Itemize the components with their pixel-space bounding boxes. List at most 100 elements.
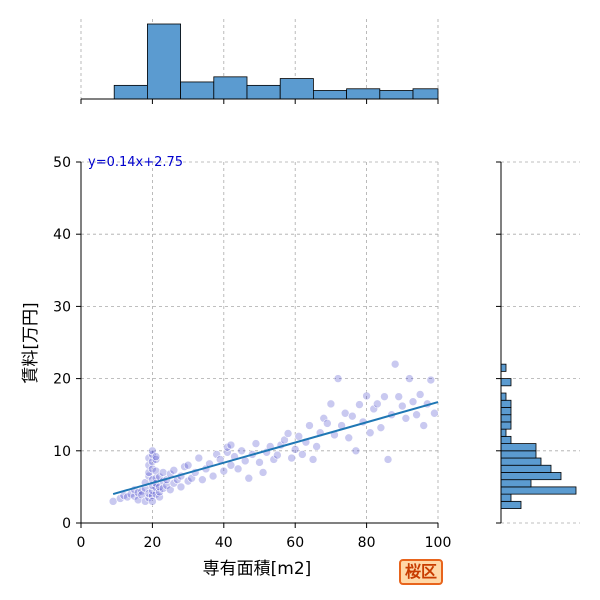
y-tick-label: 50	[53, 155, 71, 171]
marginal-y-histogram	[500, 363, 577, 509]
y-hist-bar	[500, 443, 537, 452]
scatter-point	[269, 455, 279, 464]
x-hist-bar	[279, 78, 314, 100]
scatter-point	[351, 446, 361, 456]
scatter-point	[419, 421, 429, 430]
x-tick-label: 80	[358, 535, 376, 551]
regression-line	[112, 401, 439, 496]
scatter-point	[287, 453, 296, 463]
y-hist-bar	[500, 435, 512, 444]
x-hist-bar	[147, 23, 182, 100]
x-hist-bar	[246, 84, 281, 100]
x-hist-bar	[313, 90, 348, 100]
scatter-point	[155, 492, 164, 502]
scatter-point	[233, 464, 243, 474]
x-hist-bar	[412, 88, 439, 100]
scatter-point	[198, 475, 207, 484]
y-hist-bar	[500, 414, 512, 423]
y-hist-bar	[500, 479, 532, 488]
y-hist-bar	[500, 500, 522, 509]
scatter-point	[401, 414, 411, 423]
scatter-point	[258, 468, 268, 477]
regression-line-segment	[112, 401, 439, 496]
x-hist-bar	[213, 76, 248, 100]
ward-badge: 桜区	[399, 559, 444, 585]
scatter-point	[373, 399, 382, 409]
scatter-point	[176, 482, 186, 492]
scatter-point	[298, 450, 307, 459]
y-tick-label: 10	[53, 444, 71, 460]
scatter-point	[144, 471, 154, 481]
tick-labels: 0 20 40 60 80 100 0 10 20 30 40 50	[53, 155, 451, 551]
scatter-point	[208, 471, 218, 481]
scatter-point	[294, 432, 304, 441]
scatter-point	[237, 446, 246, 456]
scatter-point	[123, 492, 132, 502]
scatter-point	[280, 435, 289, 445]
x-tick-label: 60	[286, 535, 304, 551]
regression-equation: y=0.14x+2.75	[88, 155, 183, 170]
scatter-point	[244, 473, 254, 483]
scatter-point	[383, 455, 393, 464]
scatter-point	[348, 411, 357, 421]
scatter-point	[380, 392, 389, 401]
y-hist-bar	[500, 392, 507, 401]
scatter-point	[151, 452, 161, 461]
x-axis-label: 専有面積[m2]	[203, 559, 312, 579]
scatter-point	[308, 455, 318, 464]
y-hist-bar	[500, 407, 512, 416]
y-hist-bar	[500, 428, 507, 437]
scatter-point	[108, 497, 118, 506]
marginal-x-histogram	[113, 23, 439, 100]
axes	[76, 98, 502, 528]
scatter-point	[326, 399, 336, 409]
x-tick-label: 100	[425, 535, 452, 551]
scatter-point	[183, 476, 193, 486]
scatter-point	[283, 429, 293, 438]
scatter-point	[344, 433, 354, 443]
scatter-point	[365, 428, 375, 438]
scatter-point	[251, 439, 261, 448]
scatter-point	[155, 487, 164, 497]
scatter-points	[108, 359, 439, 506]
scatter-point	[390, 359, 400, 369]
scatter-point	[219, 466, 229, 476]
scatter-point	[355, 400, 364, 409]
scatter-point	[144, 468, 154, 477]
scatter-point	[133, 495, 143, 505]
y-hist-bar	[500, 493, 512, 502]
scatter-point	[137, 486, 146, 496]
scatter-point	[151, 455, 161, 464]
y-hist-bar	[500, 486, 577, 495]
scatter-point	[426, 375, 436, 385]
x-hist-bar	[346, 88, 381, 100]
scatter-point	[169, 478, 179, 488]
scatter-point	[194, 453, 204, 463]
y-hist-bar	[500, 421, 512, 430]
y-hist-bar	[500, 378, 512, 387]
scatter-point	[394, 392, 404, 401]
scatter-point	[148, 497, 157, 506]
scatter-point	[362, 391, 371, 401]
scatter-point	[158, 484, 168, 493]
y-tick-label: 20	[53, 372, 71, 388]
scatter-point	[140, 497, 150, 506]
scatter-point	[405, 374, 414, 383]
y-hist-bar	[500, 464, 552, 473]
x-hist-bar	[180, 81, 215, 100]
scatter-point	[397, 401, 407, 411]
scatter-point	[255, 458, 264, 467]
scatter-point	[312, 442, 321, 451]
scatter-point	[415, 390, 425, 399]
scatter-point	[151, 483, 161, 492]
y-tick-label: 30	[53, 299, 71, 315]
x-hist-bar	[113, 84, 148, 100]
scatter-point	[290, 445, 300, 454]
scatter-point	[212, 450, 221, 459]
y-hist-bar	[500, 363, 507, 372]
scatter-point	[340, 408, 350, 418]
x-tick-label: 20	[143, 535, 161, 551]
scatter-point	[169, 465, 179, 475]
y-hist-bar	[500, 399, 512, 408]
